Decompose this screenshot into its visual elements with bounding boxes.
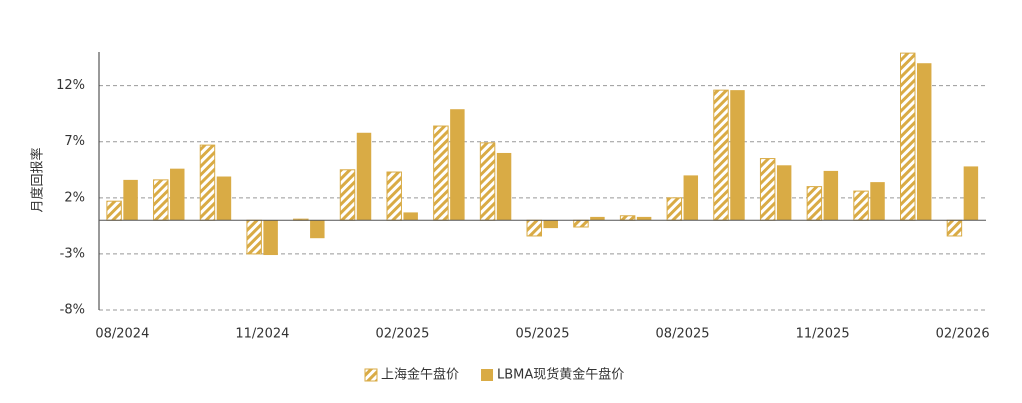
bar [823, 170, 839, 221]
bar [479, 142, 496, 221]
legend-label: LBMA现货黄金午盘价 [497, 367, 624, 383]
bar [170, 168, 185, 221]
bar [123, 179, 138, 221]
x-tick-label: 08/2025 [656, 327, 710, 342]
bar [713, 89, 729, 221]
bar [386, 171, 402, 221]
bar [403, 212, 418, 221]
legend-label: 上海金午盘价 [381, 367, 459, 383]
bar [806, 186, 823, 221]
bar [199, 144, 216, 221]
bar [356, 132, 372, 221]
bar [590, 216, 605, 221]
bar [310, 220, 325, 239]
y-tick-label: 12% [56, 78, 85, 93]
bar [263, 220, 278, 256]
y-tick-label: -8% [60, 303, 85, 318]
y-axis-title: 月度回报率 [30, 147, 46, 212]
bar [730, 90, 745, 221]
bar [900, 52, 916, 221]
bar [916, 63, 932, 221]
bar [683, 175, 699, 221]
bar [963, 166, 979, 221]
bar [759, 158, 776, 221]
bar [450, 109, 465, 221]
x-tick-label: 02/2025 [375, 327, 429, 342]
bar [216, 176, 232, 221]
x-tick-label: 11/2025 [796, 327, 850, 342]
bar [496, 152, 512, 221]
bar [870, 182, 885, 221]
bar [666, 197, 683, 221]
y-tick-label: 2% [64, 190, 85, 205]
legend-swatch [481, 369, 494, 381]
bar [776, 165, 792, 221]
x-tick-label: 05/2025 [515, 327, 569, 342]
x-tick-label: 08/2024 [95, 327, 149, 342]
bar [946, 219, 963, 237]
bar [526, 219, 542, 237]
bar [339, 169, 356, 221]
bar [619, 215, 636, 221]
legend-swatch [364, 368, 378, 382]
y-tick-label: 7% [64, 134, 85, 149]
bar [853, 190, 869, 221]
bar [106, 200, 122, 221]
x-tick-label: 11/2024 [235, 327, 289, 342]
y-tick-label: -3% [60, 246, 85, 261]
bar [153, 179, 169, 221]
bar [433, 125, 449, 221]
bar [246, 219, 262, 255]
bar [636, 216, 652, 221]
bar [573, 219, 589, 228]
bar [543, 220, 558, 229]
x-tick-label: 02/2026 [936, 327, 990, 342]
